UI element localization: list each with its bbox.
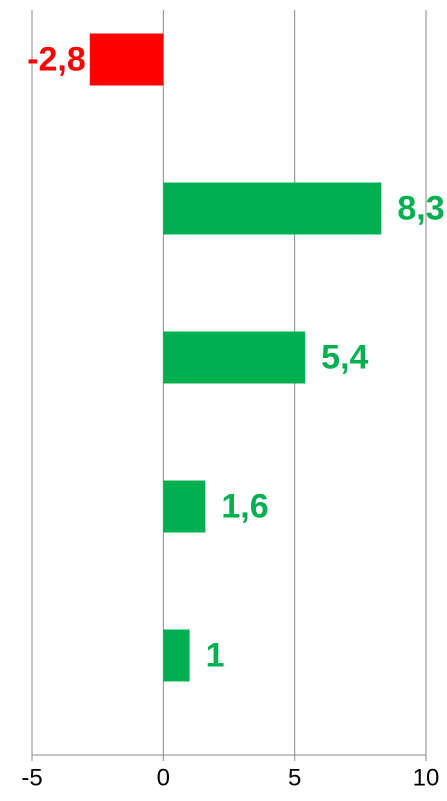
bar bbox=[163, 629, 190, 682]
x-tick-label: 10 bbox=[413, 764, 440, 791]
x-tick-label: 0 bbox=[157, 764, 170, 791]
bar bbox=[163, 182, 382, 235]
x-tick-label: 5 bbox=[288, 764, 301, 791]
bar bbox=[89, 33, 164, 86]
bar bbox=[163, 480, 206, 533]
value-label: 5,4 bbox=[321, 338, 368, 376]
x-tick-label: -5 bbox=[21, 764, 42, 791]
value-label: -2,8 bbox=[27, 40, 86, 78]
value-label: 8,3 bbox=[397, 189, 444, 227]
value-label: 1 bbox=[206, 636, 225, 674]
value-label: 1,6 bbox=[221, 487, 268, 525]
bar bbox=[163, 331, 306, 384]
